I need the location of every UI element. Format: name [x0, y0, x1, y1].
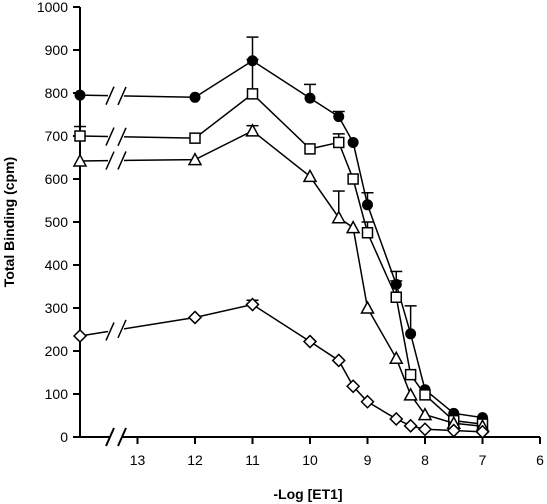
data-point: [246, 88, 259, 100]
series-break: [105, 86, 115, 105]
x-axis-title: -Log [ET1]: [273, 486, 342, 502]
y-tick-label: 400: [45, 257, 69, 273]
x-tick-label: 11: [245, 452, 260, 468]
data-point: [245, 123, 260, 137]
data-point: [189, 91, 201, 103]
data-point: [331, 353, 346, 368]
x-tick-label: 6: [536, 452, 544, 468]
data-point: [417, 422, 433, 437]
x-tick-label: 7: [479, 452, 487, 468]
y-tick-label: 300: [45, 300, 69, 316]
x-axis-break: [117, 427, 127, 447]
data-point: [333, 111, 345, 123]
y-tick-label: 800: [45, 85, 69, 101]
y-tick-label: 500: [45, 214, 69, 230]
data-point: [304, 92, 316, 104]
data-point: [72, 328, 88, 344]
data-point: [74, 130, 86, 142]
y-tick-label: 900: [45, 42, 69, 58]
series-line: [123, 303, 483, 433]
data-point: [347, 136, 359, 148]
data-point: [360, 394, 375, 409]
data-point: [333, 136, 345, 149]
data-point: [446, 423, 461, 438]
data-series: [72, 36, 490, 439]
axes: [73, 6, 541, 447]
series-break: [105, 322, 115, 341]
data-point: [405, 328, 417, 340]
data-point: [390, 291, 402, 303]
y-tick-label: 1000: [37, 0, 68, 15]
y-tick-label: 100: [45, 386, 69, 402]
data-point: [361, 227, 374, 239]
data-point: [304, 143, 316, 155]
data-point: [388, 350, 404, 365]
tick-labels: 0 100 200 300 400 500 600 700 800 900 1000 13 12 11 10…: [37, 0, 544, 468]
data-point: [362, 199, 373, 211]
x-axis-break: [105, 427, 115, 447]
series-open-diamond: [72, 297, 490, 439]
data-point: [347, 173, 359, 185]
series-line: [123, 59, 483, 419]
data-point: [302, 334, 318, 349]
data-point: [360, 300, 375, 314]
data-point: [72, 153, 88, 167]
series-break: [117, 319, 127, 339]
data-point: [417, 407, 433, 421]
y-axis-title: Total Binding (cpm): [1, 157, 17, 287]
y-tick-label: 200: [45, 343, 69, 359]
x-tick-label: 8: [421, 452, 429, 468]
series-line: [123, 92, 483, 425]
data-point: [345, 220, 361, 234]
data-point: [302, 168, 318, 183]
series-filled-circle: [74, 36, 488, 424]
data-point: [187, 152, 203, 166]
data-point: [245, 297, 260, 312]
x-tick-label: 10: [302, 452, 318, 468]
series-break: [105, 127, 115, 146]
data-point: [331, 210, 347, 224]
series-open-square: [74, 58, 489, 430]
data-point: [389, 411, 404, 427]
x-tick-label: 12: [187, 452, 203, 468]
data-point: [404, 368, 417, 381]
data-point: [403, 418, 418, 433]
data-point: [346, 379, 361, 394]
data-point: [403, 387, 418, 401]
data-point: [419, 389, 431, 401]
y-tick-label: 0: [60, 429, 68, 445]
series-break: [117, 127, 127, 147]
data-point: [475, 424, 490, 439]
data-point: [189, 132, 201, 144]
data-point: [187, 310, 203, 325]
series-break: [117, 86, 127, 106]
data-point: [74, 89, 86, 101]
y-tick-label: 700: [45, 128, 69, 144]
series-break: [105, 151, 115, 170]
y-tick-label: 600: [45, 171, 69, 187]
series-break: [117, 151, 127, 170]
x-tick-label: 9: [364, 452, 372, 468]
x-tick-label: 13: [130, 452, 146, 468]
series-line: [123, 129, 483, 427]
